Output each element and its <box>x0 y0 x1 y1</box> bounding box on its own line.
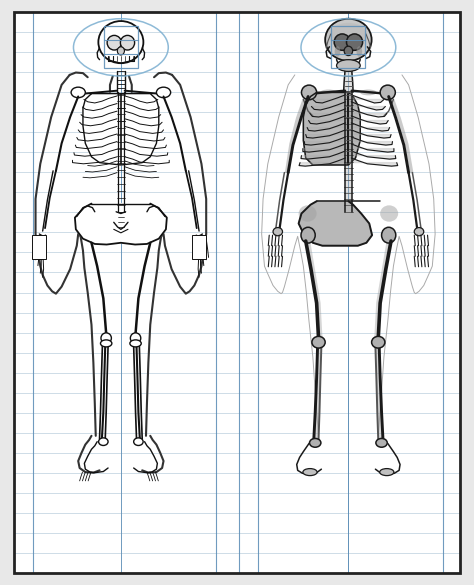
Ellipse shape <box>134 438 143 446</box>
Ellipse shape <box>380 85 395 100</box>
Polygon shape <box>75 204 167 245</box>
Ellipse shape <box>312 336 325 348</box>
Ellipse shape <box>337 60 360 71</box>
Polygon shape <box>306 130 391 138</box>
Ellipse shape <box>299 205 317 222</box>
Polygon shape <box>299 158 398 166</box>
Ellipse shape <box>346 34 363 50</box>
Bar <box>345 92 352 212</box>
Ellipse shape <box>380 469 394 476</box>
Ellipse shape <box>100 340 112 347</box>
Ellipse shape <box>101 333 111 343</box>
Polygon shape <box>313 95 384 103</box>
Ellipse shape <box>130 340 141 347</box>
Polygon shape <box>303 144 394 152</box>
Polygon shape <box>303 92 360 165</box>
Ellipse shape <box>380 205 398 222</box>
Ellipse shape <box>99 438 108 446</box>
Ellipse shape <box>130 333 141 343</box>
Ellipse shape <box>71 87 85 98</box>
Ellipse shape <box>372 336 385 348</box>
Polygon shape <box>301 151 396 159</box>
Ellipse shape <box>344 46 353 56</box>
Ellipse shape <box>117 47 124 55</box>
Ellipse shape <box>301 85 317 100</box>
Bar <box>32 235 46 259</box>
Ellipse shape <box>320 90 337 95</box>
Ellipse shape <box>273 228 283 236</box>
Ellipse shape <box>376 439 387 447</box>
Ellipse shape <box>120 35 135 50</box>
Polygon shape <box>83 94 159 165</box>
Ellipse shape <box>107 35 121 50</box>
Polygon shape <box>311 102 385 110</box>
Ellipse shape <box>325 19 372 61</box>
Ellipse shape <box>301 228 315 243</box>
Ellipse shape <box>382 228 396 243</box>
Polygon shape <box>309 116 388 124</box>
Ellipse shape <box>156 87 171 98</box>
Bar <box>104 26 138 68</box>
Polygon shape <box>310 109 387 117</box>
Ellipse shape <box>335 46 340 57</box>
Ellipse shape <box>360 90 376 95</box>
Ellipse shape <box>414 228 424 236</box>
Bar <box>345 94 352 164</box>
Ellipse shape <box>334 34 350 50</box>
Bar <box>344 70 353 92</box>
Ellipse shape <box>303 469 317 476</box>
Ellipse shape <box>329 23 367 47</box>
Polygon shape <box>304 137 392 145</box>
Polygon shape <box>307 123 390 131</box>
Bar <box>192 235 206 259</box>
Ellipse shape <box>310 439 321 447</box>
Bar <box>331 26 365 68</box>
Ellipse shape <box>356 46 362 57</box>
Ellipse shape <box>99 21 143 63</box>
Polygon shape <box>299 201 372 246</box>
